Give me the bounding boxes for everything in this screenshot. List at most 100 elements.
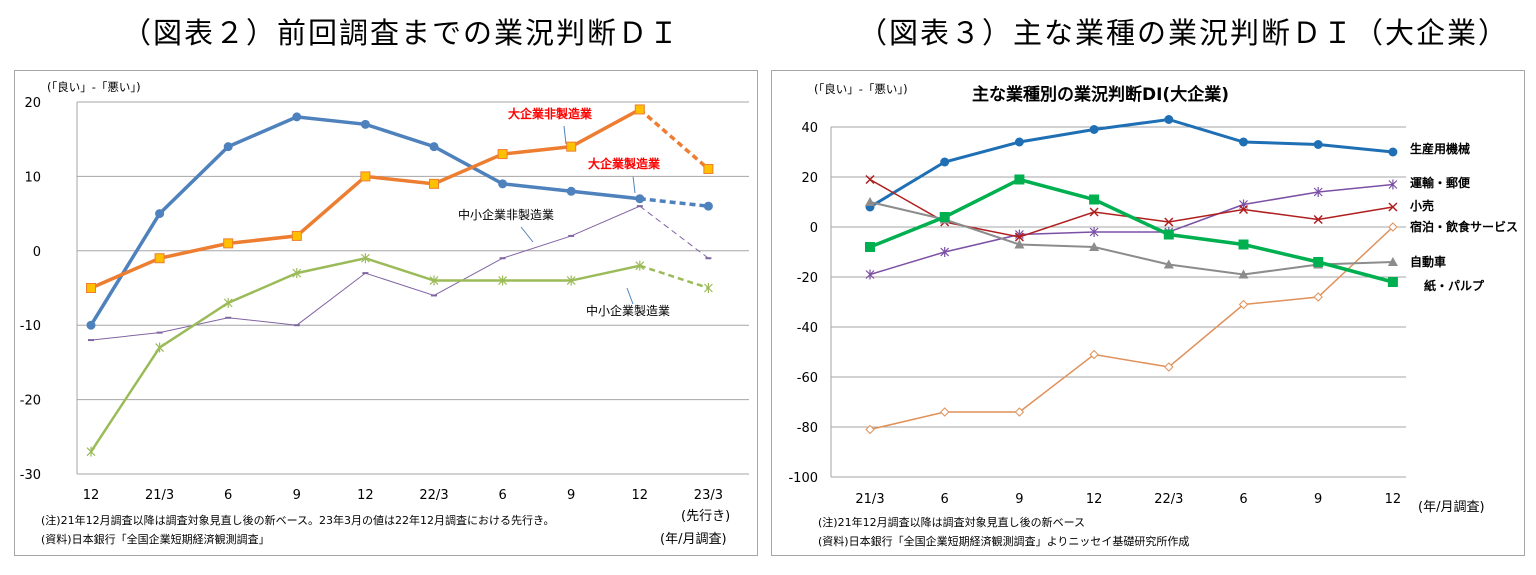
y-axis-label: (「良い」-「悪い」)	[814, 82, 908, 96]
note-text: (注)21年12月調査以降は調査対象見直し後の新ベース。23年3月の値は22年1…	[41, 513, 554, 527]
series-label: 紙・パルプ	[1424, 278, 1485, 293]
data-point	[1089, 349, 1099, 360]
y-tick-label: -60	[797, 371, 818, 386]
data-point	[292, 112, 302, 122]
data-point	[1089, 207, 1099, 217]
data-point	[940, 157, 950, 167]
series-label: 自動車	[1410, 254, 1446, 269]
data-point	[1014, 137, 1024, 147]
data-point	[291, 230, 302, 241]
x-tick-label: 6	[224, 488, 232, 503]
chart-panel-left: (「良い」-「悪い」) (年/月調査) (先行き) (注)21年12月調査以降は…	[14, 70, 758, 556]
x-tick-label: 6	[1239, 492, 1247, 507]
series-line	[89, 256, 641, 453]
series-forecast-line	[638, 108, 710, 171]
data-point	[86, 320, 96, 330]
data-point	[703, 201, 713, 211]
data-point	[429, 275, 439, 286]
data-point	[1163, 229, 1174, 240]
data-point	[1313, 214, 1323, 225]
chart-panel-right: 主な業種別の業況判断DI(大企業) (「良い」-「悪い」) (年/月調査) (注…	[771, 70, 1525, 556]
series-line	[869, 117, 1394, 209]
x-tick-label: 9	[1015, 492, 1023, 507]
y-tick-label: 0	[33, 245, 41, 260]
series-forecast-line	[639, 205, 709, 259]
data-point	[1388, 179, 1398, 190]
data-point	[939, 407, 950, 417]
data-point	[1238, 204, 1249, 215]
data-point	[1014, 174, 1025, 185]
annotation-arrow	[520, 226, 534, 243]
y-tick-label: 40	[801, 121, 818, 136]
y-tick-label: -30	[20, 468, 41, 483]
series-label: 運輸・郵便	[1410, 175, 1471, 190]
data-point	[1163, 259, 1174, 269]
y-tick-label: -20	[797, 271, 818, 286]
data-point	[865, 242, 875, 252]
data-point	[86, 446, 96, 457]
y-tick-label: 0	[810, 221, 818, 236]
data-point	[1238, 269, 1249, 279]
data-point	[703, 283, 713, 293]
data-point	[1387, 257, 1398, 266]
y-tick-label: -10	[20, 319, 41, 334]
data-point	[940, 247, 950, 257]
data-point	[1239, 137, 1248, 147]
data-point	[360, 119, 370, 129]
data-point	[703, 163, 714, 174]
data-point	[1089, 194, 1100, 205]
data-point	[865, 269, 875, 280]
note-text: (注)21年12月調査以降は調査対象見直し後の新ベース	[818, 515, 1085, 529]
x-tick-label: 12	[83, 488, 100, 503]
y-axis-label: (「良い」-「悪い」)	[47, 80, 141, 94]
data-point	[497, 149, 508, 160]
data-point	[86, 283, 96, 293]
figure-title-right: （図表３）主な業種の業況判断ＤＩ（大企業）	[858, 16, 1510, 50]
series-line	[869, 226, 1394, 431]
x-tick-label: 9	[567, 488, 575, 503]
x-tick-label: 6	[498, 488, 506, 503]
series-line	[869, 201, 1393, 276]
data-point	[223, 238, 234, 249]
x-tick-label: 12	[632, 488, 649, 503]
series-forecast-line	[639, 264, 709, 290]
x-tick-label: 12	[1086, 492, 1103, 507]
series-label: 生産用機械	[1410, 141, 1470, 156]
data-point	[1164, 115, 1174, 124]
data-point	[292, 268, 302, 279]
y-tick-label: -20	[20, 394, 41, 409]
y-tick-label: 10	[24, 170, 41, 185]
figure-title-left: （図表２）前回調査までの業況判断ＤＩ	[122, 16, 681, 50]
y-tick-label: -100	[788, 471, 818, 486]
x-tick-label: 21/3	[145, 488, 174, 503]
data-point	[635, 194, 645, 204]
data-point	[566, 186, 576, 196]
y-tick-label: -40	[797, 321, 818, 336]
data-point	[1313, 140, 1323, 149]
data-point	[1014, 407, 1025, 417]
x-tick-label: 12	[1385, 492, 1402, 507]
data-point	[360, 171, 371, 182]
data-point	[635, 260, 645, 271]
data-point	[1313, 187, 1323, 197]
series-label-large-nonmfg: 大企業非製造業	[508, 106, 593, 121]
series-label-sme-nonmfg: 中小企業非製造業	[458, 207, 554, 222]
data-point	[155, 209, 165, 219]
series-label: 宿泊・飲食サービス	[1410, 219, 1518, 234]
forecast-label: (先行き)	[681, 509, 730, 524]
chart-svg-left: (「良い」-「悪い」) (年/月調査) (先行き) (注)21年12月調査以降は…	[20, 80, 749, 547]
data-point	[1014, 232, 1024, 242]
data-point	[1313, 257, 1324, 267]
series-line	[869, 183, 1393, 276]
x-tick-label: 9	[1314, 492, 1322, 507]
data-point	[1388, 147, 1398, 157]
data-point	[1238, 239, 1249, 250]
x-tick-label: 12	[357, 488, 374, 503]
data-point	[1164, 362, 1174, 372]
data-point	[223, 297, 233, 308]
series-label-sme-mfg: 中小企業製造業	[586, 303, 670, 318]
x-tick-label: 9	[293, 488, 301, 503]
source-text: (資料)日本銀行「全国企業短期経済観測調査」	[41, 532, 270, 546]
data-point	[1164, 217, 1174, 227]
data-point	[1089, 242, 1100, 251]
